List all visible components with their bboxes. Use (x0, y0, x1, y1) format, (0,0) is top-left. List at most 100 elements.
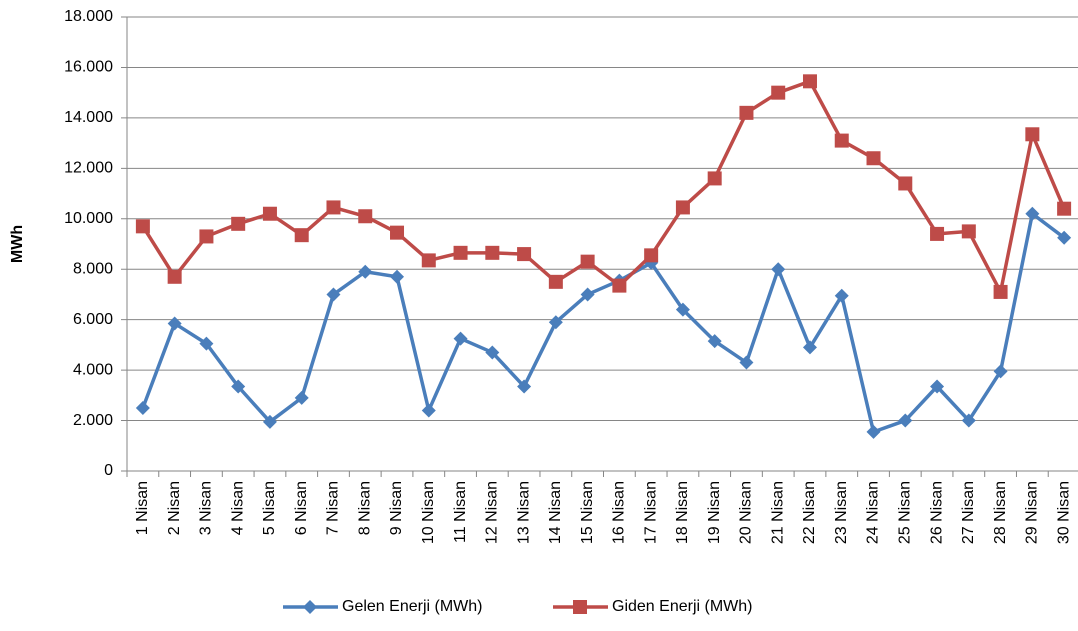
data-point (199, 229, 214, 244)
series-line (141, 79, 1066, 294)
x-tick-label: 4 Nisan (229, 481, 246, 535)
data-point (262, 206, 277, 221)
data-point (199, 336, 214, 351)
x-tick-label: 2 Nisan (166, 481, 183, 535)
data-point (802, 340, 817, 355)
x-tick-label: 24 Nisan (865, 481, 882, 544)
x-tick-label: 3 Nisan (198, 481, 215, 535)
data-point (517, 379, 532, 394)
data-point (675, 200, 690, 215)
data-point (739, 105, 754, 120)
x-tick-label: 17 Nisan (642, 481, 659, 544)
data-point (485, 245, 500, 260)
y-tick-label: 8.000 (73, 260, 113, 277)
legend-marker (573, 600, 587, 614)
data-point (326, 200, 341, 215)
data-point (231, 379, 246, 394)
x-tick-label: 16 Nisan (611, 481, 628, 544)
x-tick-label: 11 Nisan (452, 481, 469, 543)
data-point (326, 287, 341, 302)
y-tick-label: 4.000 (73, 361, 113, 378)
data-point (644, 255, 659, 270)
y-axis-title: MWh (9, 225, 26, 263)
x-tick-label: 1 Nisan (134, 481, 151, 535)
x-tick-label: 21 Nisan (769, 481, 786, 544)
data-point (421, 253, 436, 268)
data-point (961, 224, 976, 239)
data-point (135, 400, 150, 415)
x-tick-label: 19 Nisan (706, 481, 723, 544)
y-tick-label: 2.000 (73, 412, 113, 429)
data-point (834, 133, 849, 148)
data-point (167, 269, 182, 284)
data-point (612, 278, 627, 293)
y-tick-label: 16.000 (64, 59, 113, 76)
data-point (961, 413, 976, 428)
data-point (453, 245, 468, 260)
data-point (771, 262, 786, 277)
data-point (866, 151, 881, 166)
data-point (834, 288, 849, 303)
data-point (135, 219, 150, 234)
data-point (294, 228, 309, 243)
data-point (262, 414, 277, 429)
y-tick-label: 18.000 (64, 8, 113, 25)
y-tick-label: 10.000 (64, 210, 113, 227)
legend-label: Gelen Enerji (MWh) (342, 598, 482, 615)
x-tick-label: 7 Nisan (325, 481, 342, 535)
data-point (421, 403, 436, 418)
x-tick-label: 6 Nisan (293, 481, 310, 535)
data-point (1025, 127, 1040, 142)
data-point (580, 287, 595, 302)
x-tick-label: 5 Nisan (261, 481, 278, 535)
series-line (141, 211, 1066, 434)
data-point (930, 226, 945, 241)
data-point (993, 284, 1008, 299)
data-point (675, 302, 690, 317)
x-tick-label: 15 Nisan (579, 481, 596, 544)
x-tick-label: 18 Nisan (674, 481, 691, 544)
x-tick-label: 20 Nisan (738, 481, 755, 544)
data-point (231, 216, 246, 231)
y-tick-label: 0 (104, 462, 113, 479)
x-tick-label: 10 Nisan (420, 481, 437, 544)
data-point (453, 331, 468, 346)
x-tick-label: 9 Nisan (388, 481, 405, 535)
data-point (802, 74, 817, 89)
x-tick-label: 23 Nisan (833, 481, 850, 544)
data-point (1057, 201, 1072, 216)
legend-marker (303, 600, 317, 614)
x-tick-label: 26 Nisan (928, 481, 945, 544)
y-tick-label: 12.000 (64, 160, 113, 177)
data-point (580, 254, 595, 269)
data-point (898, 176, 913, 191)
data-point (1057, 230, 1072, 245)
data-point (930, 379, 945, 394)
x-tick-label: 25 Nisan (897, 481, 914, 544)
data-point (358, 264, 373, 279)
x-tick-label: 13 Nisan (515, 481, 532, 544)
x-tick-label: 8 Nisan (356, 481, 373, 535)
data-point (390, 269, 405, 284)
data-point (294, 390, 309, 405)
data-point (866, 424, 881, 439)
data-point (517, 247, 532, 262)
data-point (644, 248, 659, 263)
legend-label: Giden Enerji (MWh) (612, 598, 752, 615)
data-point (707, 334, 722, 349)
data-point (707, 171, 722, 186)
x-tick-label: 28 Nisan (992, 481, 1009, 544)
data-point (358, 209, 373, 224)
data-point (771, 85, 786, 100)
y-tick-label: 6.000 (73, 311, 113, 328)
data-point (993, 364, 1008, 379)
data-point (898, 413, 913, 428)
data-point (548, 274, 563, 289)
y-tick-label: 14.000 (64, 109, 113, 126)
data-point (1025, 206, 1040, 221)
x-tick-label: 30 Nisan (1055, 481, 1072, 544)
x-tick-label: 14 Nisan (547, 481, 564, 544)
data-point (548, 315, 563, 330)
data-point (485, 345, 500, 360)
